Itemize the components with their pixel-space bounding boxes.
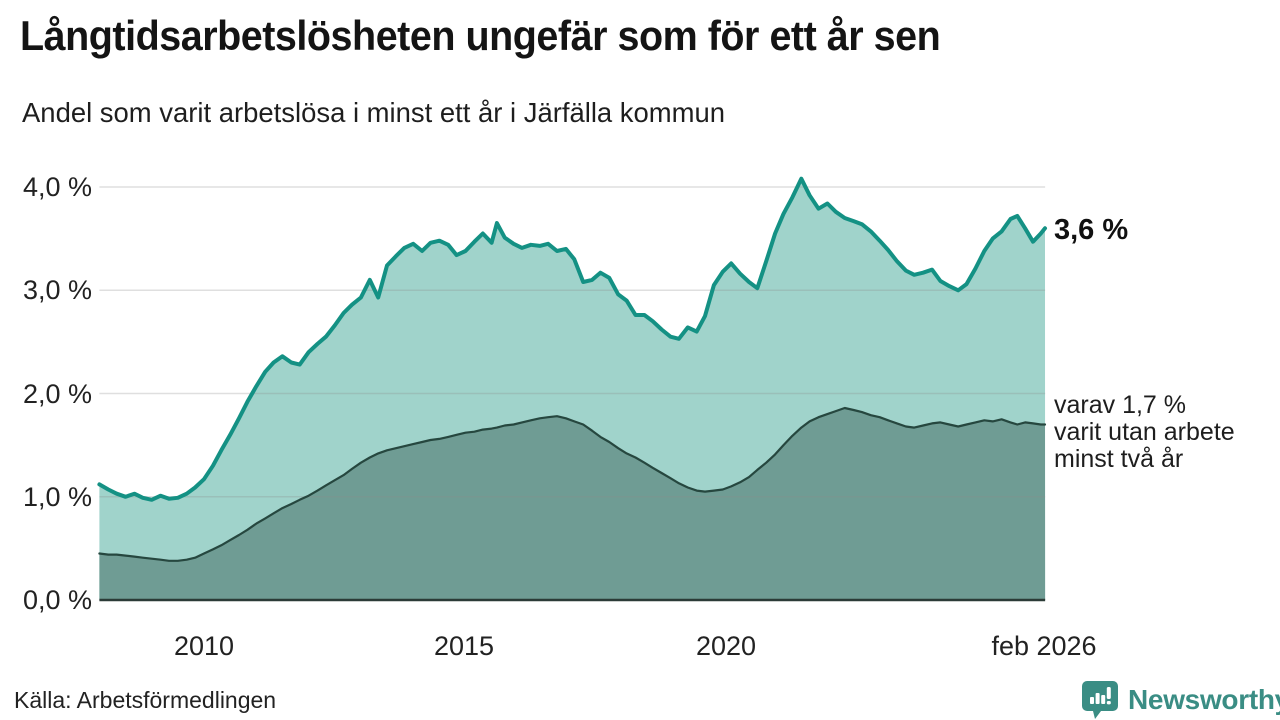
source-note: Källa: Arbetsförmedlingen <box>14 687 277 713</box>
latest-value-label: 3,6 % <box>1054 214 1129 246</box>
chart-subtitle: Andel som varit arbetslösa i minst ett å… <box>22 97 726 128</box>
brand-name: Newsworthy <box>1128 684 1280 715</box>
two-year-annotation: varav 1,7 % varit utan arbete minst två … <box>1054 392 1235 473</box>
y-axis-tick-label: 4,0 % <box>22 172 92 202</box>
brand-logo: Newsworthy <box>1082 680 1280 720</box>
annotation-line: varit utan arbete <box>1054 418 1235 446</box>
y-axis-tick-label: 2,0 % <box>22 379 92 409</box>
y-axis-tick-label: 0,0 % <box>22 585 92 615</box>
annotation-line: minst två år <box>1054 445 1184 473</box>
x-axis-tick-label: 2015 <box>433 631 495 661</box>
x-axis-tick-label: 2010 <box>173 631 235 661</box>
x-axis-tick-label: feb 2026 <box>991 631 1097 661</box>
y-axis-tick-label: 1,0 % <box>22 482 92 512</box>
x-axis-tick-label: 2020 <box>695 631 757 661</box>
newsworthy-icon <box>1082 681 1118 719</box>
annotation-line: varav 1,7 % <box>1054 391 1187 419</box>
page-title: Långtidsarbetslösheten ungefär som för e… <box>20 12 941 59</box>
y-axis-tick-label: 3,0 % <box>22 275 92 305</box>
